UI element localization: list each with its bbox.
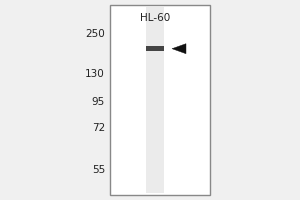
Text: 130: 130 <box>85 69 105 79</box>
Text: HL-60: HL-60 <box>140 13 170 23</box>
Polygon shape <box>172 44 186 54</box>
Bar <box>146 7 164 193</box>
Bar <box>146 46 164 51</box>
Text: 250: 250 <box>85 29 105 39</box>
Text: 55: 55 <box>92 165 105 175</box>
Text: 95: 95 <box>92 97 105 107</box>
Text: 72: 72 <box>92 123 105 133</box>
Bar <box>110 5 210 195</box>
